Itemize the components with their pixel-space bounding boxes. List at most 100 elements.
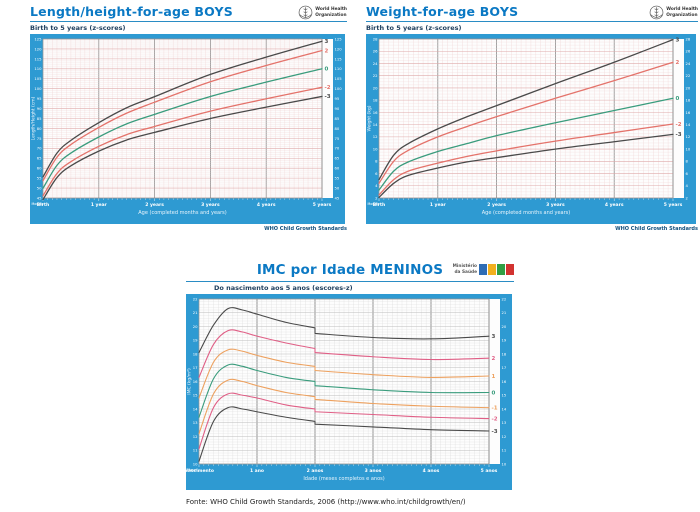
svg-text:80: 80 xyxy=(37,127,42,131)
svg-text:-2: -2 xyxy=(676,122,682,128)
svg-text:10: 10 xyxy=(686,148,691,152)
svg-text:110: 110 xyxy=(335,68,343,72)
title-underline xyxy=(186,280,514,282)
svg-text:2: 2 xyxy=(676,60,680,66)
svg-text:2: 2 xyxy=(686,197,689,201)
svg-text:14: 14 xyxy=(502,407,507,411)
svg-text:24: 24 xyxy=(686,62,691,66)
who-logo: World Health Organization xyxy=(649,5,698,20)
svg-text:3 anos: 3 anos xyxy=(365,468,382,474)
svg-text:Age (completed months and year: Age (completed months and years) xyxy=(138,210,227,216)
svg-text:95: 95 xyxy=(37,97,42,101)
svg-text:8: 8 xyxy=(686,160,689,164)
svg-text:2: 2 xyxy=(492,355,496,361)
who-emblem-icon xyxy=(299,5,313,20)
svg-text:13: 13 xyxy=(193,421,198,425)
svg-text:Idade (meses completos e anos): Idade (meses completos e anos) xyxy=(303,476,384,482)
svg-text:12: 12 xyxy=(193,434,198,438)
length-for-age-plot: 3 2 0 -2 -3 45 45 50 50 55 55 60 60 65 65 70 70 75 75 80 80 8… xyxy=(30,34,345,225)
who-standards-footer: WHO Child Growth Standards xyxy=(615,226,698,233)
svg-text:90: 90 xyxy=(37,107,42,111)
svg-text:4: 4 xyxy=(686,185,689,189)
svg-text:11: 11 xyxy=(502,448,507,452)
svg-text:-3: -3 xyxy=(676,133,682,139)
svg-text:85: 85 xyxy=(335,117,340,121)
ministerio-saude-logo-text: Ministério da Saúde xyxy=(452,264,477,275)
svg-text:6: 6 xyxy=(686,172,689,176)
svg-text:20: 20 xyxy=(502,324,507,328)
svg-text:2 years: 2 years xyxy=(145,202,164,208)
svg-text:18: 18 xyxy=(373,99,378,103)
svg-text:10: 10 xyxy=(373,148,378,152)
svg-text:2 years: 2 years xyxy=(487,202,506,208)
svg-text:75: 75 xyxy=(335,137,340,141)
svg-text:80: 80 xyxy=(335,127,340,131)
svg-text:12: 12 xyxy=(502,434,507,438)
svg-text:15: 15 xyxy=(502,393,507,397)
chart-header: IMC por Idade MENINOS Ministério da Saúd… xyxy=(186,262,514,292)
svg-text:120: 120 xyxy=(335,48,343,52)
svg-text:22: 22 xyxy=(373,74,378,78)
svg-text:IMC (kg/m²): IMC (kg/m²) xyxy=(187,368,193,395)
who-logo-text: World Health Organization xyxy=(666,7,698,18)
svg-text:4 years: 4 years xyxy=(605,202,624,208)
svg-text:Birth: Birth xyxy=(37,202,50,208)
svg-text:0: 0 xyxy=(325,67,329,73)
title-underline xyxy=(366,21,698,23)
svg-text:55: 55 xyxy=(37,177,42,181)
svg-text:5 anos: 5 anos xyxy=(481,468,498,474)
weight-for-age-chart-card: Weight-for-age BOYS World Health Organiz… xyxy=(366,4,698,233)
svg-text:6: 6 xyxy=(375,172,378,176)
who-logo: World Health Organization xyxy=(298,5,347,20)
svg-text:16: 16 xyxy=(193,379,198,383)
svg-text:20: 20 xyxy=(373,87,378,91)
svg-text:-1: -1 xyxy=(492,405,498,411)
svg-text:3: 3 xyxy=(492,333,496,339)
logo-color-block xyxy=(506,264,514,275)
svg-text:65: 65 xyxy=(335,157,340,161)
svg-text:18: 18 xyxy=(193,352,198,356)
chart-header: Length/height-for-age BOYS World Health … xyxy=(30,4,347,32)
svg-text:50: 50 xyxy=(37,187,42,191)
svg-text:Months: Months xyxy=(368,202,380,206)
svg-text:12: 12 xyxy=(686,136,691,140)
svg-text:Birth: Birth xyxy=(373,202,386,208)
svg-text:Meses: Meses xyxy=(188,468,198,472)
svg-text:60: 60 xyxy=(37,167,42,171)
svg-text:45: 45 xyxy=(335,197,340,201)
svg-text:8: 8 xyxy=(375,160,378,164)
svg-text:26: 26 xyxy=(373,50,378,54)
chart-header: Weight-for-age BOYS World Health Organiz… xyxy=(366,4,698,32)
svg-text:Length/Height (cm): Length/Height (cm) xyxy=(31,97,37,141)
svg-text:95: 95 xyxy=(335,97,340,101)
svg-text:12: 12 xyxy=(373,136,378,140)
source-note: Fonte: WHO Child Growth Standards, 2006 … xyxy=(186,497,466,506)
svg-text:17: 17 xyxy=(502,366,507,370)
svg-text:-3: -3 xyxy=(492,428,498,434)
svg-text:5 years: 5 years xyxy=(313,202,332,208)
svg-text:5 years: 5 years xyxy=(664,202,683,208)
svg-text:16: 16 xyxy=(373,111,378,115)
svg-text:110: 110 xyxy=(34,68,42,72)
svg-text:1 year: 1 year xyxy=(91,202,108,208)
svg-text:13: 13 xyxy=(502,421,507,425)
svg-text:10: 10 xyxy=(502,462,507,466)
svg-text:3: 3 xyxy=(676,38,680,44)
svg-text:125: 125 xyxy=(335,38,343,42)
imc-por-idade-chart-card: IMC por Idade MENINOS Ministério da Saúd… xyxy=(186,262,514,506)
svg-text:22: 22 xyxy=(686,74,691,78)
svg-text:55: 55 xyxy=(335,177,340,181)
svg-text:18: 18 xyxy=(686,99,691,103)
svg-text:22: 22 xyxy=(193,297,198,301)
chart-title: IMC por Idade MENINOS xyxy=(256,262,444,278)
svg-text:3 years: 3 years xyxy=(546,202,565,208)
svg-text:90: 90 xyxy=(335,107,340,111)
svg-text:11: 11 xyxy=(193,448,198,452)
svg-text:14: 14 xyxy=(373,123,378,127)
who-emblem-icon xyxy=(650,5,664,20)
svg-text:28: 28 xyxy=(373,38,378,42)
svg-text:1 ano: 1 ano xyxy=(250,468,264,474)
svg-text:10: 10 xyxy=(193,462,198,466)
